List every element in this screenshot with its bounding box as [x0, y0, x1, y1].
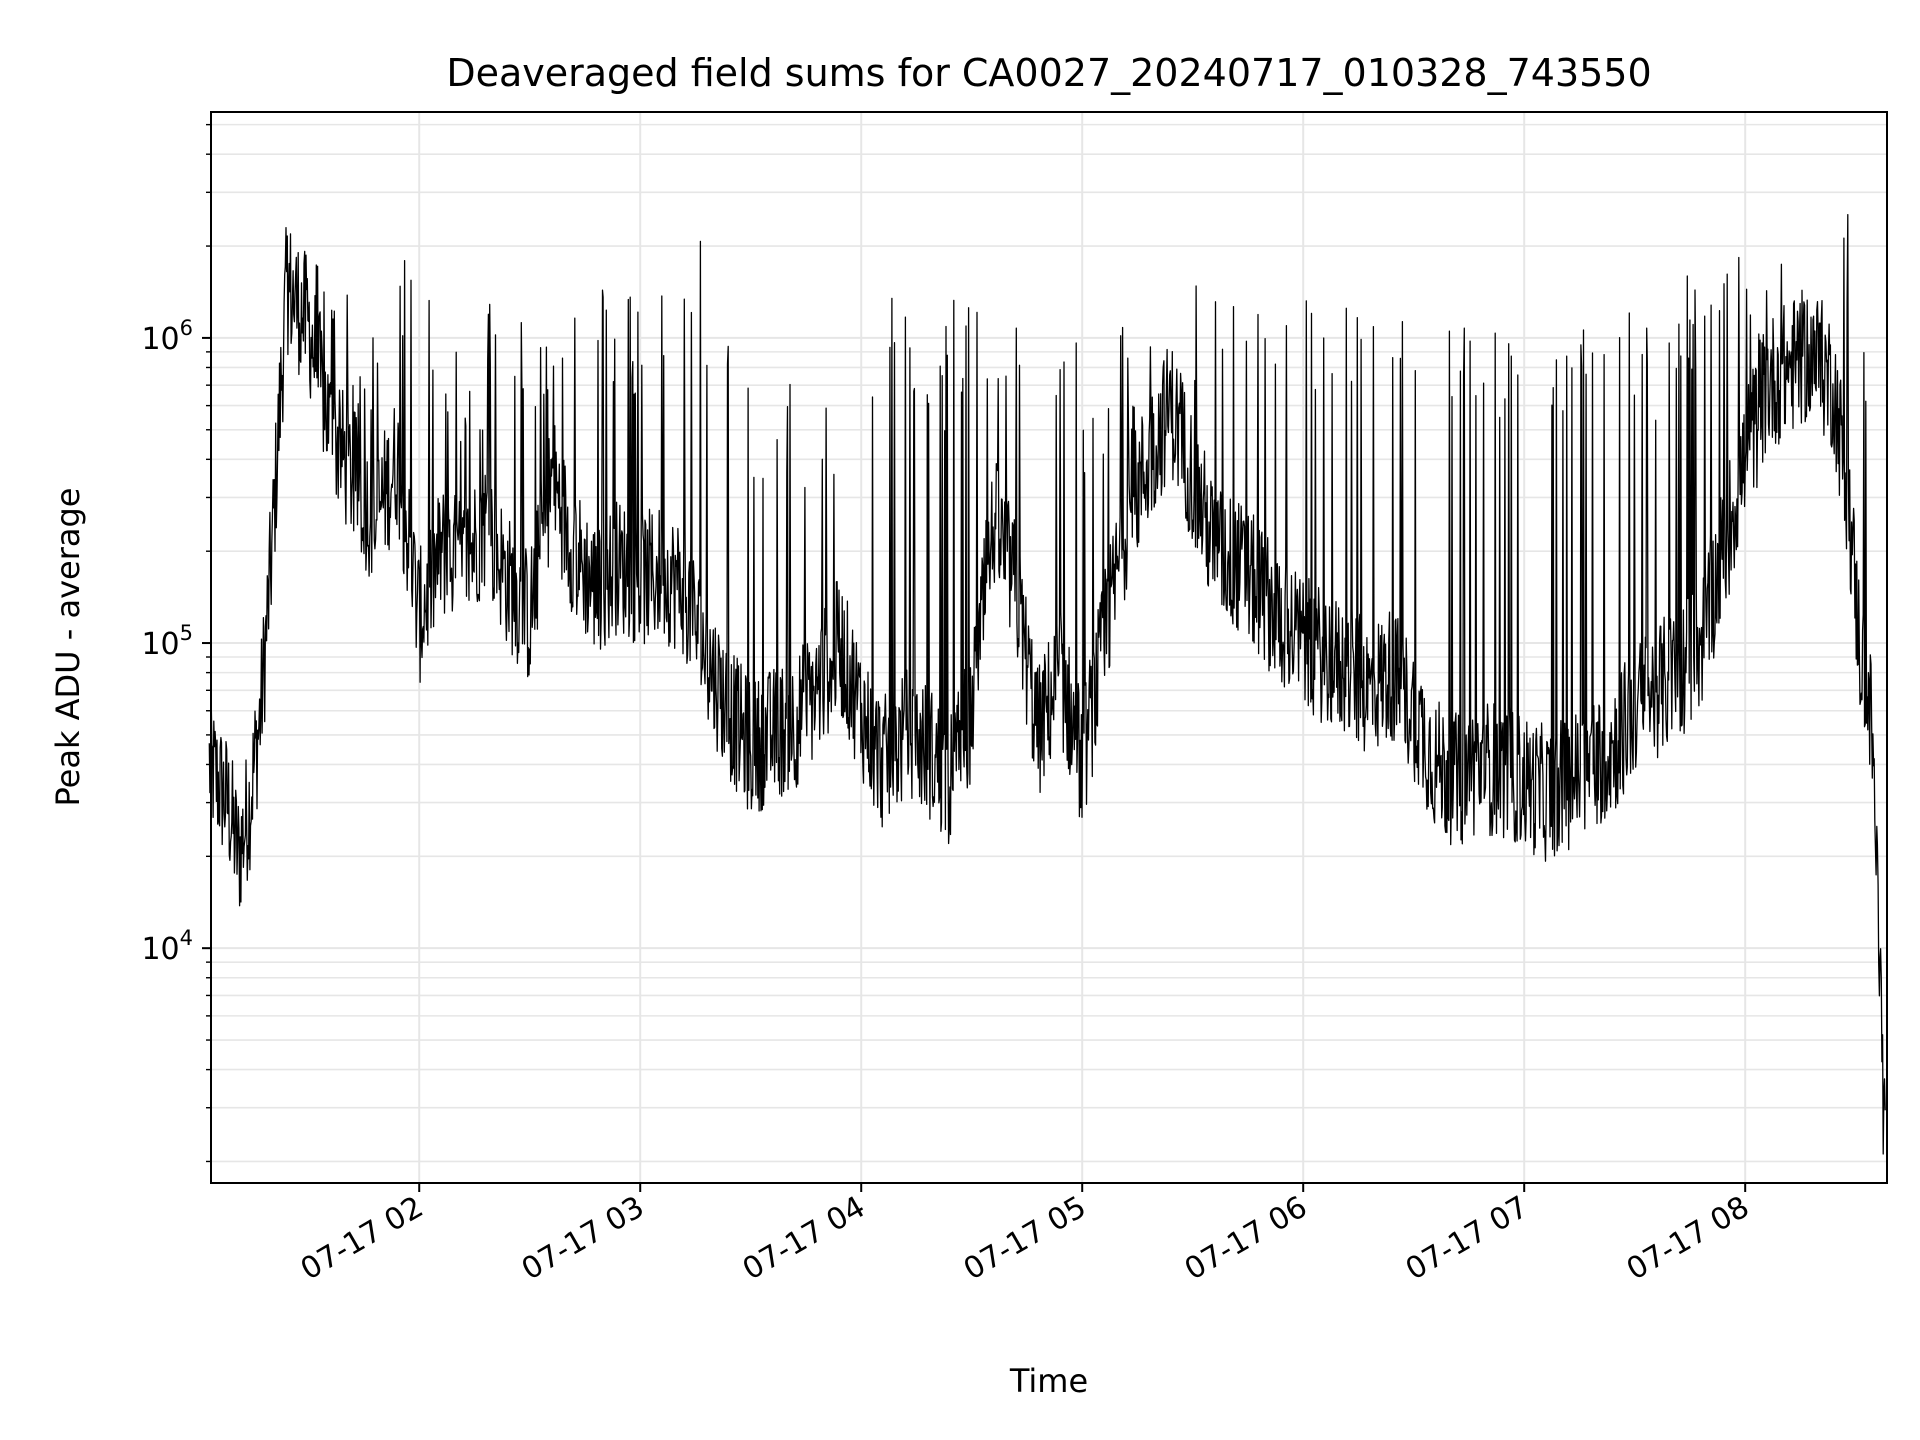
data-series [208, 213, 1886, 1155]
y-tick-label: 105 [141, 621, 193, 662]
y-tick-label: 106 [141, 316, 193, 357]
chart-title: Deaveraged field sums for CA0027_2024071… [446, 51, 1651, 95]
series-line [208, 213, 1886, 1155]
y-axis-title: Peak ADU - average [49, 488, 87, 807]
y-tick-label: 104 [141, 926, 193, 967]
plot-frame [210, 111, 1888, 1184]
x-axis-title: Time [1009, 1362, 1088, 1400]
grid-lines [211, 112, 1887, 1183]
